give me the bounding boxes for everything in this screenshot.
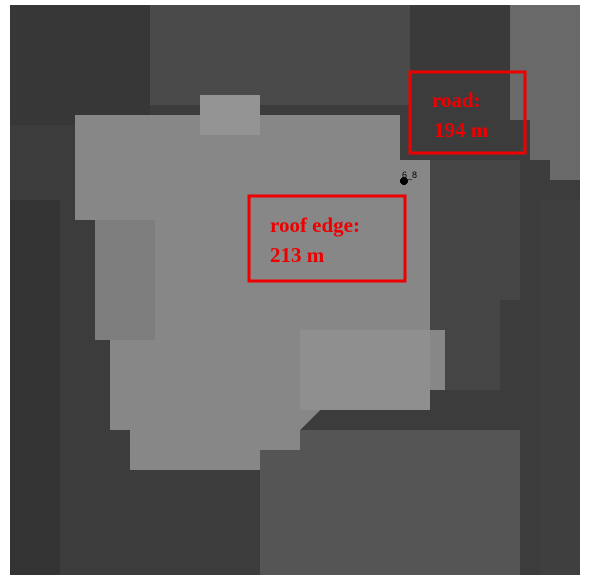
raster-patch — [95, 220, 155, 340]
raster-patch — [410, 5, 510, 75]
annotation-text: 194 m — [434, 118, 489, 142]
raster-patch — [150, 5, 410, 105]
annotation-text: 213 m — [270, 243, 325, 267]
annotation-text: roof edge: — [270, 213, 360, 237]
raster-patch — [540, 200, 580, 575]
raster-patch — [10, 200, 60, 575]
raster-patch — [300, 330, 430, 410]
map-view: 6_8 road: 194 m roof edge: 213 m — [0, 0, 590, 579]
annotation-text: road: — [432, 88, 481, 112]
raster-patch — [260, 430, 520, 575]
point-label: 6_8 — [402, 170, 417, 180]
raster-patch — [200, 95, 260, 135]
raster-patch — [10, 5, 150, 125]
page: 6_8 road: 194 m roof edge: 213 m (() => … — [0, 0, 590, 579]
